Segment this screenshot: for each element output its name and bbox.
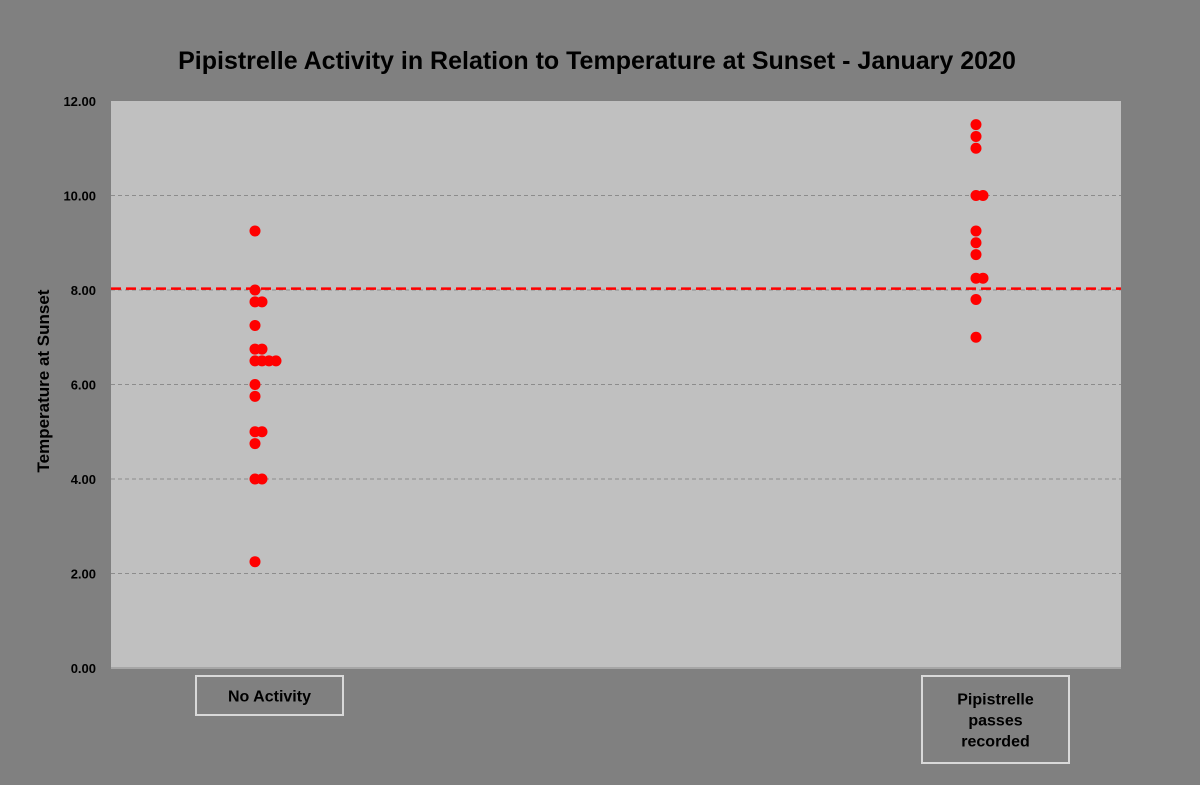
data-point bbox=[249, 225, 261, 237]
data-point bbox=[970, 119, 982, 131]
data-point bbox=[256, 473, 268, 485]
category-label: No Activity bbox=[195, 675, 344, 716]
data-point bbox=[977, 272, 989, 284]
data-point bbox=[977, 190, 989, 201]
category-labels: No Activity Pipistrelle passes recorded bbox=[195, 675, 1070, 764]
data-point bbox=[249, 284, 261, 296]
y-tick-label: 0.00 bbox=[71, 661, 96, 676]
data-point bbox=[970, 142, 982, 154]
data-point bbox=[256, 296, 268, 308]
y-axis-label: Temperature at Sunset bbox=[34, 289, 53, 472]
category-label-text: No Activity bbox=[228, 689, 311, 706]
data-point bbox=[249, 319, 261, 331]
data-point bbox=[270, 355, 282, 367]
data-point bbox=[249, 379, 261, 390]
category-label-text: Pipistrelle bbox=[957, 692, 1034, 709]
y-tick-label: 6.00 bbox=[71, 378, 96, 393]
category-label-text: recorded bbox=[961, 734, 1029, 751]
category-label-text: passes bbox=[968, 713, 1022, 730]
data-point bbox=[256, 426, 268, 438]
gridlines bbox=[111, 195, 1121, 669]
data-point bbox=[970, 249, 982, 261]
category-label: Pipistrelle passes recorded bbox=[921, 675, 1070, 764]
data-point bbox=[970, 130, 982, 142]
data-point bbox=[970, 331, 982, 343]
y-tick-label: 10.00 bbox=[63, 189, 96, 204]
data-point bbox=[970, 225, 982, 237]
y-tick-label: 12.00 bbox=[63, 94, 96, 109]
data-point bbox=[970, 237, 982, 249]
y-axis-ticks: 0.00 2.00 4.00 6.00 8.00 10.00 12.00 bbox=[63, 94, 96, 676]
data-point bbox=[249, 556, 261, 568]
data-point bbox=[249, 438, 261, 450]
data-point bbox=[256, 343, 268, 355]
y-tick-label: 2.00 bbox=[71, 567, 96, 582]
chart-title: Pipistrelle Activity in Relation to Temp… bbox=[178, 47, 1016, 75]
data-points bbox=[249, 119, 989, 568]
y-tick-label: 8.00 bbox=[71, 283, 96, 298]
data-point bbox=[970, 293, 982, 305]
data-point bbox=[249, 390, 261, 402]
y-tick-label: 4.00 bbox=[71, 472, 96, 487]
